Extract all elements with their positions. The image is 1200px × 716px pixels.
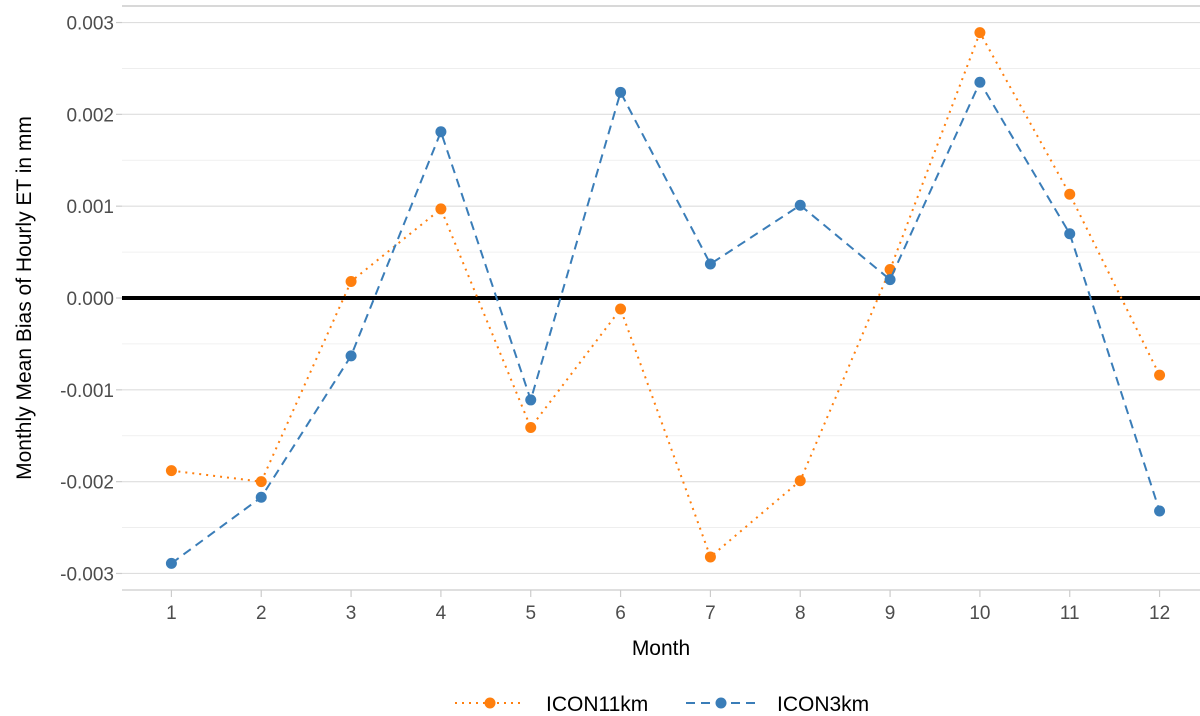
series-layer	[165, 27, 1166, 569]
data-point	[794, 199, 806, 211]
data-point	[1064, 188, 1076, 200]
series-ICON11km	[165, 27, 1166, 563]
grid-lines	[122, 21, 1200, 591]
x-tick-label: 8	[795, 603, 806, 624]
x-tick-label: 3	[346, 603, 357, 624]
y-tick-label: -0.002	[60, 473, 114, 494]
data-point	[345, 350, 357, 362]
legend: ICON11km ICON3km	[455, 693, 869, 716]
data-point	[255, 476, 267, 488]
x-tick-label: 6	[615, 603, 626, 624]
data-point	[1064, 228, 1076, 240]
data-point	[165, 465, 177, 477]
x-tick-label: 12	[1149, 603, 1170, 624]
data-point	[525, 394, 537, 406]
legend-label: ICON3km	[777, 693, 869, 716]
y-tick-label: 0.002	[66, 105, 114, 126]
data-point	[615, 303, 627, 315]
series-line	[170, 80, 1161, 565]
series-ICON3km	[165, 76, 1166, 569]
data-point	[615, 86, 627, 98]
data-point	[884, 274, 896, 286]
series-line	[171, 30, 1161, 559]
x-tick-label: 4	[436, 603, 447, 624]
data-point	[435, 126, 447, 138]
y-axis-title: Monthly Mean Bias of Hourly ET in mm	[13, 116, 36, 480]
data-point	[165, 557, 177, 569]
y-tick-label: -0.001	[60, 381, 114, 402]
y-tick-label: -0.003	[60, 564, 114, 585]
data-point	[704, 551, 716, 563]
data-point	[1154, 505, 1166, 517]
legend-item: ICON11km	[455, 693, 648, 716]
data-point	[974, 27, 986, 39]
legend-label: ICON11km	[546, 693, 648, 716]
data-point	[704, 258, 716, 270]
y-tick-label: 0.003	[66, 14, 114, 35]
x-tick-label: 2	[256, 603, 267, 624]
data-point	[974, 76, 986, 88]
x-tick-label: 1	[166, 603, 177, 624]
data-point	[1154, 369, 1166, 381]
legend-key-point	[484, 697, 496, 709]
data-point	[435, 203, 447, 215]
data-point	[794, 475, 806, 487]
data-point	[255, 491, 267, 503]
x-axis-title: Month	[632, 637, 690, 660]
x-tick-label: 11	[1060, 603, 1080, 624]
x-tick-label: 9	[885, 603, 896, 624]
y-tick-label: 0.001	[66, 197, 114, 218]
data-point	[525, 421, 537, 433]
x-tick-label: 5	[525, 603, 536, 624]
y-tick-label: 0.000	[66, 289, 114, 310]
legend-key-point	[715, 697, 727, 709]
legend-item: ICON3km	[686, 693, 869, 716]
data-point	[345, 275, 357, 287]
x-tick-label: 10	[969, 603, 990, 624]
x-tick-label: 7	[705, 603, 716, 624]
